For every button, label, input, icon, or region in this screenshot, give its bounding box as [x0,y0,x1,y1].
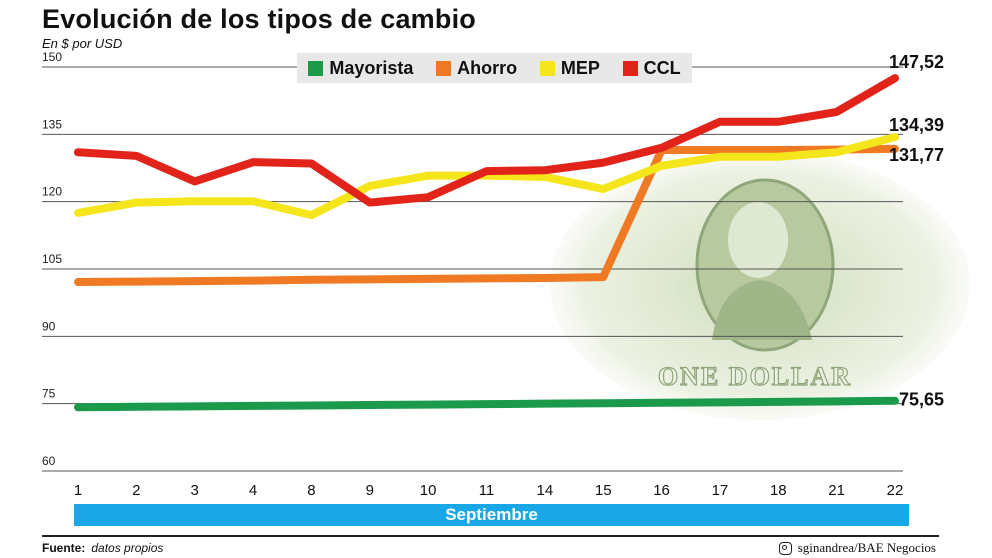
legend-label-mayorista: Mayorista [329,57,414,78]
y-tick-label: 120 [42,185,62,199]
x-tick-label: 10 [420,482,437,499]
credit-text: sginandrea/BAE Negocios [797,540,936,555]
series-line-ccl [74,74,899,207]
series-line-ahorro [74,144,899,287]
y-tick-label: 105 [42,252,62,266]
end-label-ahorro: 131,77 [889,145,944,165]
y-tick-label: 90 [42,319,56,333]
series-line-mep [74,133,899,220]
bill-text: ONE DOLLAR [658,362,852,391]
legend-swatch-mep [539,60,555,76]
legend: Mayorista Ahorro MEP CCL [297,53,692,83]
y-tick-label: 135 [42,117,62,131]
x-tick-label: 1 [74,482,82,499]
x-tick-label: 18 [770,482,787,499]
source-value: datos propios [91,541,164,555]
footer-divider [42,535,939,537]
end-label-mep: 134,39 [889,115,944,135]
legend-swatch-ahorro [436,60,452,76]
end-label-mayorista: 75,65 [899,390,944,410]
x-tick-label: 9 [366,482,374,499]
legend-item-ahorro: Ahorro [436,58,517,79]
source-note: Fuente: datos propios [42,541,163,555]
y-tick-label: 60 [42,454,56,468]
x-tick-label: 21 [828,482,845,499]
bill-portrait [728,202,788,278]
bill-portrait-body [712,280,812,340]
legend-label-ccl: CCL [643,57,681,78]
x-tick-label: 17 [712,482,729,499]
end-label-ccl: 147,52 [889,52,944,72]
x-tick-label: 15 [595,482,612,499]
legend-label-ahorro: Ahorro [457,57,518,78]
x-tick-label: 2 [132,482,140,499]
credit: sginandrea/BAE Negocios [778,540,936,556]
x-axis-label-band: Septiembre [74,504,909,526]
legend-item-mep: MEP [539,57,600,79]
chart-subtitle: En $ por USD [42,36,123,51]
x-tick-label: 22 [887,482,904,499]
source-label: Fuente: [42,541,86,555]
chart-title: Evolución de los tipos de cambio [42,4,476,34]
x-tick-label: 4 [249,482,257,499]
legend-swatch-ccl [622,60,638,76]
x-tick-label: 11 [479,482,495,499]
y-tick-label: 150 [42,50,62,64]
legend-item-mayorista: Mayorista [308,58,413,79]
instagram-icon [778,541,792,555]
legend-label-mep: MEP [560,57,600,78]
x-tick-label: 3 [191,482,199,499]
x-tick-label: 14 [537,482,554,499]
series-line-mayorista [74,396,899,412]
x-tick-label: 16 [653,482,670,499]
legend-swatch-mayorista [308,60,324,76]
x-tick-label: 8 [307,482,315,499]
y-tick-label: 75 [42,387,56,401]
legend-item-ccl: CCL [622,57,681,79]
dollar-bill-illustration: ONE DOLLAR [550,150,970,420]
